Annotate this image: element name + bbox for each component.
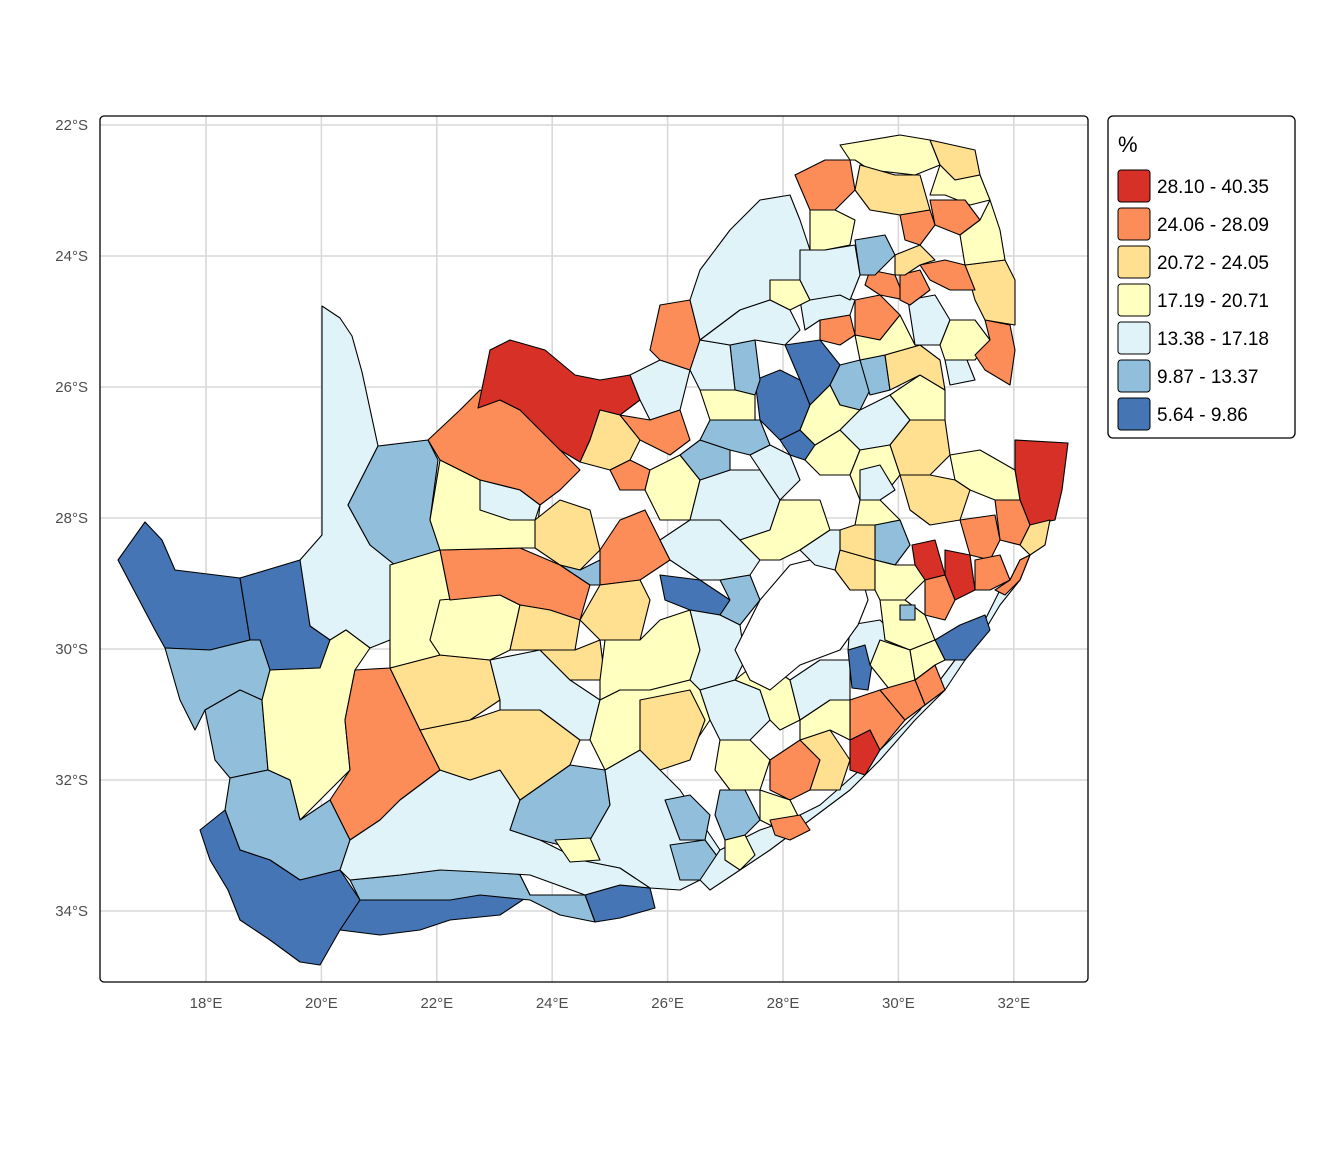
legend-swatch [1117, 207, 1151, 241]
x-tick-label: 28°E [767, 995, 800, 1012]
map-regions [117, 134, 1069, 966]
x-tick-label: 32°E [997, 995, 1030, 1012]
region-kzn-yellow-e [874, 559, 926, 601]
region-limpopo-yellow-h [894, 244, 936, 276]
legend-label: 20.72 - 24.05 [1157, 253, 1269, 274]
region-limpopo-lightcyan-c [699, 299, 801, 346]
region-kzn-yellow-h [909, 639, 946, 681]
legend-label: 13.38 - 17.18 [1157, 329, 1269, 350]
region-mpuma-yellow-h [854, 314, 921, 361]
region-limpopo-yellow-g [769, 279, 811, 311]
y-tick-label: 34°S [55, 903, 88, 920]
legend-label: 9.87 - 13.37 [1157, 367, 1258, 388]
region-bojanala-red [477, 339, 641, 463]
region-small-yellow-south [554, 837, 601, 863]
legend-swatch [1117, 321, 1151, 355]
region-kzn-orange-f [879, 679, 926, 721]
region-limpopo-lightcyan-b [799, 244, 861, 301]
region-gauteng-lightcyan-b [749, 444, 801, 501]
region-limpopo-yellow-b [854, 164, 931, 216]
y-tick-label: 24°S [55, 248, 88, 265]
region-kzn-orange-g [994, 554, 1031, 596]
y-axis-tick-labels: 22°S 24°S 26°S 28°S 30°S 32°S 34°S [55, 117, 88, 920]
legend-title: % [1118, 132, 1138, 157]
region-yellow-kimberley [534, 499, 601, 571]
y-tick-label: 26°S [55, 379, 88, 396]
map-panel-border [99, 115, 1089, 983]
legend-swatch [1117, 359, 1151, 393]
region-kzn-orange-d [924, 574, 956, 621]
x-tick-label: 26°E [651, 995, 684, 1012]
region-ec-yellow-c [639, 689, 706, 771]
y-tick-label: 30°S [55, 641, 88, 658]
legend: % 28.10 - 40.35 24.06 - 28.09 20.72 - 24.0… [1107, 115, 1296, 439]
x-axis-tick-labels: 18°E 20°E 22°E 24°E 26°E 28°E 30°E 32°E [190, 995, 1031, 1012]
region-limpopo-yellow-e [959, 199, 1006, 266]
x-tick-label: 20°E [305, 995, 338, 1012]
legend-swatch [1117, 169, 1151, 203]
region-mpuma-orange [974, 319, 1016, 386]
region-gauteng-lightcyan [689, 339, 736, 391]
region-fs-blue-mid [679, 439, 731, 481]
legend-swatch [1117, 245, 1151, 279]
region-mpuma-yellow [799, 384, 861, 446]
legend-label: 28.10 - 40.35 [1157, 177, 1269, 198]
region-ec-orange-b [769, 814, 811, 841]
region-ec-blue-c [714, 789, 761, 841]
legend-label: 5.64 - 9.86 [1157, 405, 1248, 426]
region-ec-lightcyan-b [789, 659, 851, 721]
legend-swatch [1117, 283, 1151, 317]
region-kzn-yellow-j [1019, 519, 1051, 556]
region-mpuma-orange-e [899, 269, 931, 306]
legend-box [1107, 115, 1296, 439]
region-kzn-red-c [944, 549, 976, 601]
legend-swatch [1117, 397, 1151, 431]
x-tick-label: 24°E [536, 995, 569, 1012]
region-mpuma-yellow-f [939, 319, 991, 361]
region-kzn-orange-c [974, 554, 1011, 591]
x-tick-label: 22°E [420, 995, 453, 1012]
x-tick-label: 18°E [190, 995, 223, 1012]
region-mpuma-orange-d [864, 269, 906, 301]
region-ec-blue-b [664, 794, 711, 841]
region-nw-orange [619, 409, 691, 456]
lesotho-gap [734, 554, 869, 691]
region-mpuma-orange-b [919, 259, 976, 291]
y-tick-label: 22°S [55, 117, 88, 134]
region-kzn-orange-b [959, 514, 1001, 561]
y-tick-label: 28°S [55, 510, 88, 527]
region-limpopo-yellow-d [929, 164, 991, 206]
region-kzn-lightblue-c [899, 604, 916, 621]
region-limpopo-orange-c [899, 209, 936, 246]
y-tick-label: 32°S [55, 772, 88, 789]
legend-label: 24.06 - 28.09 [1157, 215, 1269, 236]
region-kzn-lightcyan-h [799, 529, 841, 571]
region-upper-karoo-b [429, 594, 521, 661]
legend-label: 17.19 - 20.71 [1157, 291, 1269, 312]
region-mpuma-yellow-b [889, 374, 946, 421]
x-tick-label: 30°E [882, 995, 915, 1012]
region-gauteng-yellow [699, 389, 756, 421]
region-kzn-yellow-b [899, 474, 971, 526]
region-great-karoo-yellow [419, 709, 581, 801]
region-kzn-lightcyan-g [859, 464, 896, 501]
